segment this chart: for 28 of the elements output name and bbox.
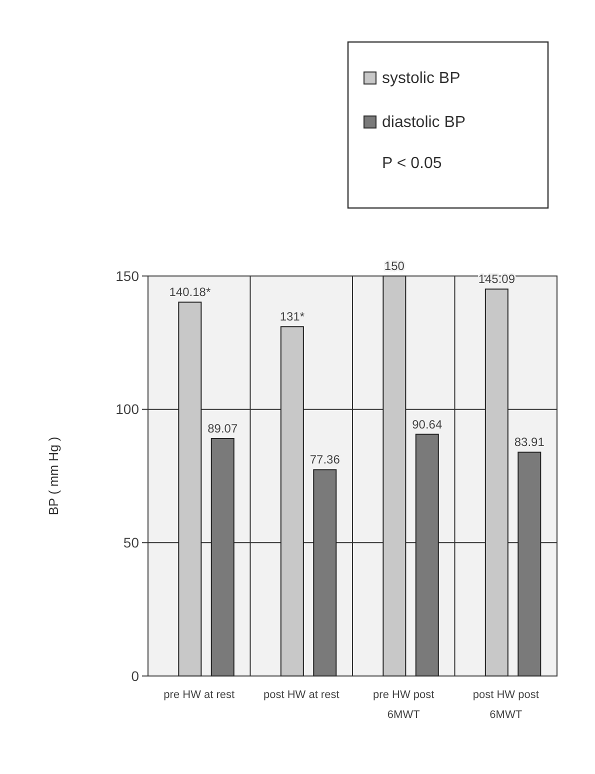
x-tick-label: post HW at rest: [263, 689, 340, 701]
legend-label: diastolic BP: [382, 114, 466, 131]
data-label: 90.64: [412, 417, 442, 432]
bar: [382, 276, 406, 676]
data-label: 77.36: [310, 452, 340, 467]
data-label: 140.18*: [169, 285, 211, 300]
bar: [518, 452, 542, 676]
y-tick-label: 100: [116, 401, 140, 418]
data-label: 83.91: [514, 435, 545, 450]
bar: [210, 438, 234, 676]
data-label: 131*: [280, 310, 305, 324]
y-axis-title: BP ( mm Hg ): [46, 436, 61, 516]
bar: [178, 302, 202, 676]
bar: [313, 469, 337, 676]
data-label: 89.07: [208, 421, 238, 436]
legend-label: systolic BP: [382, 70, 460, 87]
data-label: 145.09: [478, 272, 516, 286]
y-tick-label: 0: [131, 668, 140, 684]
y-tick-label: 150: [116, 268, 140, 284]
x-tick-label: pre HW post 6MWT: [373, 689, 434, 721]
x-tick-label: post HW post 6MWT: [472, 689, 539, 721]
bar: [484, 288, 508, 676]
data-label: 150: [384, 259, 405, 273]
y-tick-label: 50: [123, 534, 140, 551]
bar: [415, 434, 439, 676]
bar: [280, 326, 304, 676]
x-tick-label: pre HW at rest: [164, 689, 235, 701]
text: P < 0.05: [382, 155, 442, 172]
